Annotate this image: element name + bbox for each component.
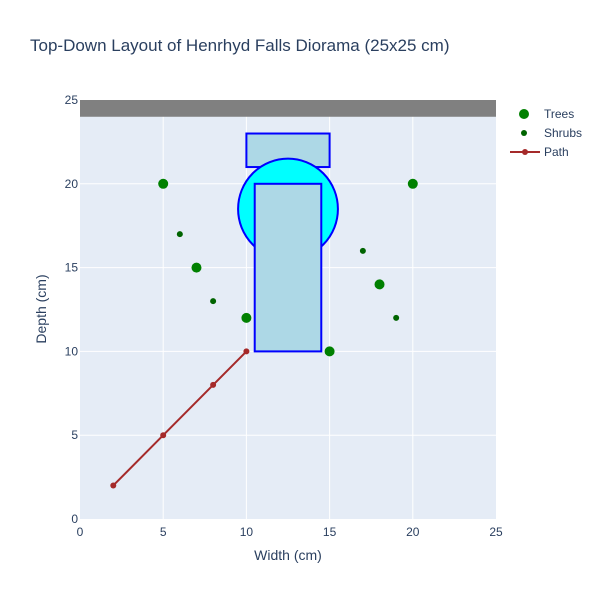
data-point[interactable] <box>243 348 250 355</box>
x-tick-label: 5 <box>160 525 167 539</box>
data-point[interactable] <box>210 381 217 388</box>
data-point[interactable] <box>110 482 117 489</box>
shrub-marker-icon <box>521 130 527 136</box>
path-marker-icon <box>522 149 528 155</box>
legend-item-shrubs[interactable]: Shrubs <box>521 126 582 140</box>
legend-label: Shrubs <box>544 126 582 140</box>
y-tick-label: 0 <box>71 512 78 526</box>
data-point[interactable] <box>324 346 335 357</box>
x-axis-ticks: 0 5 10 15 20 25 <box>77 525 503 539</box>
data-point[interactable] <box>191 262 202 273</box>
data-traces <box>110 178 418 489</box>
x-tick-label: 10 <box>240 525 254 539</box>
legend: Trees Shrubs Path <box>510 107 582 159</box>
data-point[interactable] <box>176 231 183 238</box>
legend-item-trees[interactable]: Trees <box>519 107 574 121</box>
x-tick-label: 0 <box>77 525 84 539</box>
data-point[interactable] <box>160 432 167 439</box>
diorama-shapes <box>80 100 496 353</box>
legend-label: Trees <box>544 107 574 121</box>
y-tick-label: 5 <box>71 428 78 442</box>
x-tick-label: 15 <box>323 525 337 539</box>
y-tick-label: 15 <box>65 261 79 275</box>
x-tick-label: 25 <box>489 525 503 539</box>
y-axis-title: Depth (cm) <box>33 274 49 343</box>
chart-title: Top-Down Layout of Henrhyd Falls Diorama… <box>30 36 450 55</box>
data-point[interactable] <box>374 279 385 290</box>
y-tick-label: 10 <box>65 344 79 358</box>
y-axis-ticks: 0 5 10 15 20 25 <box>65 93 79 526</box>
stream-rect <box>253 182 323 353</box>
data-point[interactable] <box>210 298 217 305</box>
data-point[interactable] <box>393 314 400 321</box>
data-point[interactable] <box>359 247 366 254</box>
path-line <box>112 350 248 487</box>
y-tick-label: 20 <box>65 177 79 191</box>
data-point[interactable] <box>241 312 252 323</box>
x-axis-title: Width (cm) <box>254 547 322 563</box>
data-point[interactable] <box>407 178 418 189</box>
legend-item-path[interactable]: Path <box>510 145 569 159</box>
legend-label: Path <box>544 145 569 159</box>
series-shrubs <box>176 231 400 321</box>
series-path <box>110 348 250 489</box>
data-point[interactable] <box>158 178 169 189</box>
series-trees <box>158 178 418 357</box>
y-tick-label: 25 <box>65 93 79 107</box>
waterfall-backdrop-rect <box>80 100 496 117</box>
x-tick-label: 20 <box>406 525 420 539</box>
tree-marker-icon <box>519 109 529 119</box>
